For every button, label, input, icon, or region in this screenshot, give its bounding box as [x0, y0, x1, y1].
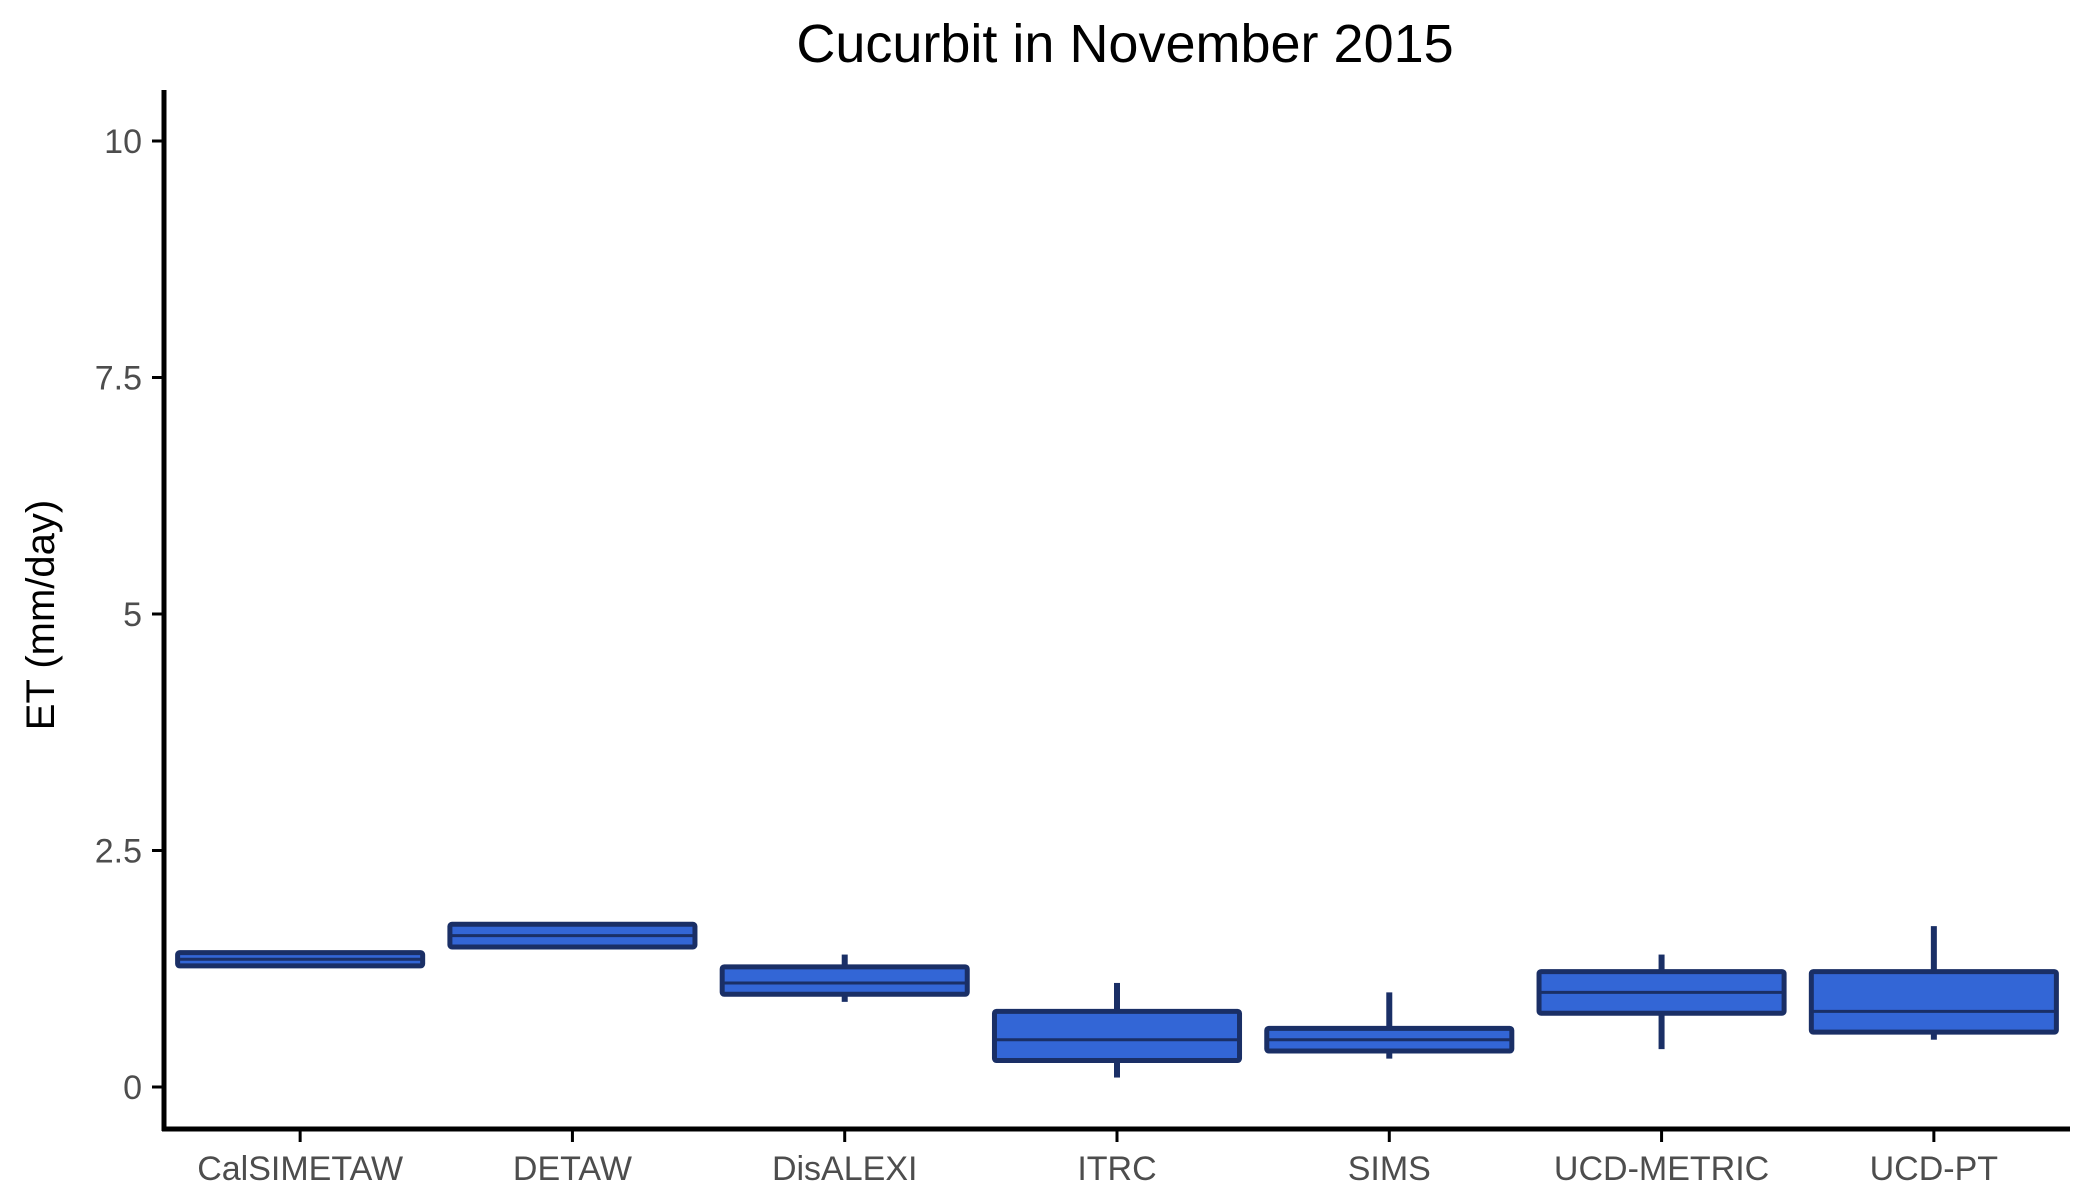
y-tick-label: 0 [123, 1069, 142, 1107]
box-disalexi [719, 954, 970, 1002]
x-tick-label: UCD-METRIC [1554, 1150, 1769, 1188]
box-iqr [991, 1008, 1243, 1064]
y-axis-title: ET (mm/day) [19, 500, 63, 730]
chart-title: Cucurbit in November 2015 [796, 14, 1453, 74]
x-tick-label: UCD-PT [1870, 1150, 1998, 1188]
box-detaw [447, 921, 698, 950]
boxes-layer [175, 921, 2059, 1078]
y-tick-label: 7.5 [95, 360, 142, 398]
x-tick-label: DETAW [513, 1150, 632, 1188]
box-iqr [1808, 969, 2059, 1035]
y-tick-label: 5 [123, 596, 142, 634]
x-axis-ticks: CalSIMETAW DETAW DisALEXI ITRC SIMS UCD-METRI… [197, 1129, 1998, 1188]
box-iqr [719, 964, 970, 997]
x-tick-label: ITRC [1077, 1150, 1156, 1188]
box-sims [1264, 992, 1515, 1059]
box-calsimetaw [175, 950, 426, 969]
box-ucd-pt [1808, 926, 2059, 1040]
x-tick-label: CalSIMETAW [197, 1150, 403, 1188]
y-tick-label: 10 [104, 123, 142, 161]
x-tick-label: DisALEXI [772, 1150, 918, 1188]
x-tick-label: SIMS [1348, 1150, 1431, 1188]
box-ucd-metric [1536, 954, 1787, 1050]
y-axis-ticks: 0 2.5 5 7.5 10 [95, 123, 164, 1107]
box-itrc [991, 982, 1243, 1078]
y-tick-label: 2.5 [95, 833, 142, 871]
